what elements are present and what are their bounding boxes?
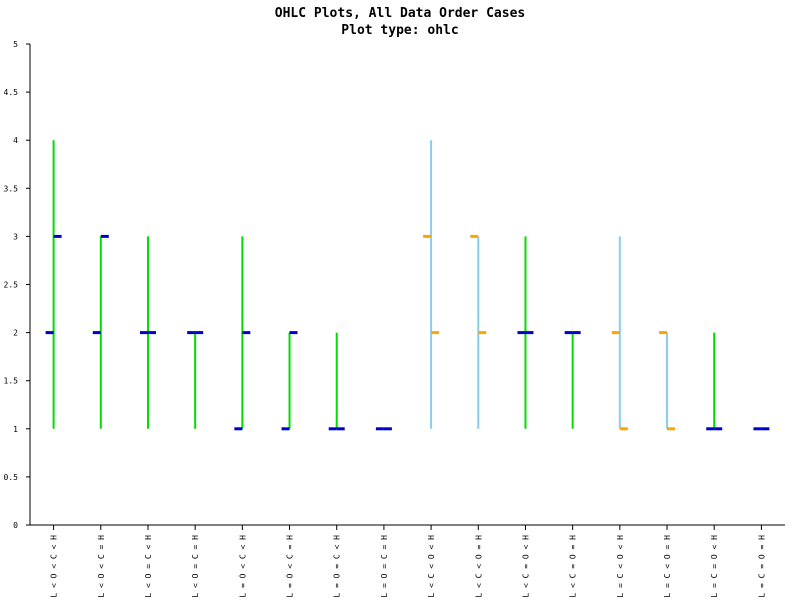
y-tick-label: 5: [13, 40, 18, 49]
x-tick-label: L = O = C = H: [380, 535, 389, 598]
y-tick-label: 2: [13, 329, 18, 338]
y-tick-label: 1: [13, 425, 18, 434]
y-tick-label: 0.5: [4, 473, 19, 482]
y-tick-label: 4: [13, 136, 18, 145]
x-tick-label: L = O < C < H: [238, 535, 247, 598]
x-tick-label: L < C < O = H: [474, 535, 483, 598]
x-tick-label: L < O = C < H: [144, 535, 153, 598]
ohlc-bar: [281, 331, 298, 431]
x-tick-label: L = C = O < H: [710, 535, 719, 598]
ohlc-bar: [45, 140, 62, 429]
x-tick-label: L = C < O < H: [616, 535, 625, 598]
x-tick-label: L < C < O < H: [427, 535, 436, 598]
ohlc-bar: [470, 234, 487, 429]
x-tick-label: L = C < O = H: [663, 535, 672, 598]
x-axis-ticks: L < O < C < H L < O < C = H L < O = C < H L…: [50, 525, 766, 598]
ohlc-bar: [139, 236, 156, 429]
y-tick-label: 2.5: [4, 281, 19, 290]
y-tick-label: 3.5: [4, 184, 19, 193]
ohlc-bar: [706, 332, 723, 431]
x-tick-label: L < O < C < H: [50, 535, 59, 598]
x-tick-label: L = O = C < H: [333, 535, 342, 598]
y-tick-label: 0: [13, 521, 18, 530]
y-tick-label: 3: [13, 232, 18, 241]
chart-title-block: OHLC Plots, All Data Order Cases Plot ty…: [0, 5, 800, 39]
ohlc-bar: [92, 234, 109, 429]
ohlc-bar: [234, 236, 251, 431]
x-tick-label: L < O < C = H: [97, 535, 106, 598]
axes: [29, 44, 785, 526]
ohlc-bar: [517, 236, 534, 429]
ohlc-bar: [564, 331, 581, 429]
x-tick-label: L < C = O < H: [521, 535, 530, 598]
chart-subtitle: Plot type: ohlc: [341, 23, 459, 38]
y-tick-label: 4.5: [4, 88, 19, 97]
ohlc-bar: [423, 140, 440, 429]
x-tick-label: L = O < C = H: [286, 535, 295, 598]
x-tick-label: L < O = C = H: [191, 535, 200, 598]
ohlc-bar: [611, 236, 628, 431]
ohlc-marks: [45, 140, 770, 431]
ohlc-bar: [328, 332, 345, 431]
x-tick-label: L < C = O = H: [569, 535, 578, 598]
x-tick-label: L = C = O = H: [757, 535, 766, 598]
y-tick-label: 1.5: [4, 377, 19, 386]
ohlc-bar: [659, 331, 676, 431]
ohlc-bar: [187, 331, 204, 429]
y-axis-ticks: 0 0.5 1 1.5 2 2.5 3 3.5 4 4.5 5: [4, 40, 30, 530]
chart-title: OHLC Plots, All Data Order Cases: [274, 6, 526, 21]
